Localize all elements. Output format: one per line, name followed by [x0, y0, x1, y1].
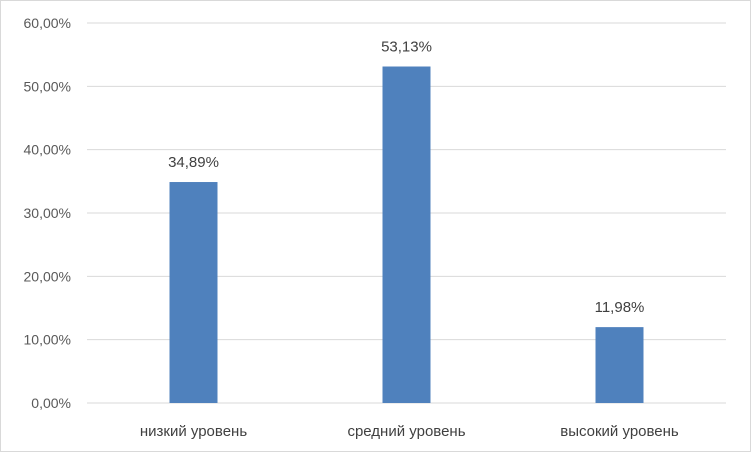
y-tick-label: 30,00% — [24, 205, 71, 221]
bar — [595, 327, 644, 403]
y-tick-label: 50,00% — [24, 78, 71, 94]
data-label: 11,98% — [595, 299, 645, 316]
x-category-label: низкий уровень — [140, 423, 247, 440]
bar — [382, 66, 431, 403]
y-tick-label: 0,00% — [31, 395, 71, 411]
x-category-label: высокий уровень — [560, 423, 679, 440]
bar — [169, 182, 218, 403]
x-category-label: средний уровень — [347, 423, 465, 440]
y-tick-label: 10,00% — [24, 332, 71, 348]
y-tick-label: 60,00% — [24, 15, 71, 31]
data-label: 53,13% — [381, 39, 432, 56]
y-tick-label: 40,00% — [24, 142, 71, 158]
data-label: 34,89% — [168, 154, 219, 171]
y-tick-label: 20,00% — [24, 268, 71, 284]
